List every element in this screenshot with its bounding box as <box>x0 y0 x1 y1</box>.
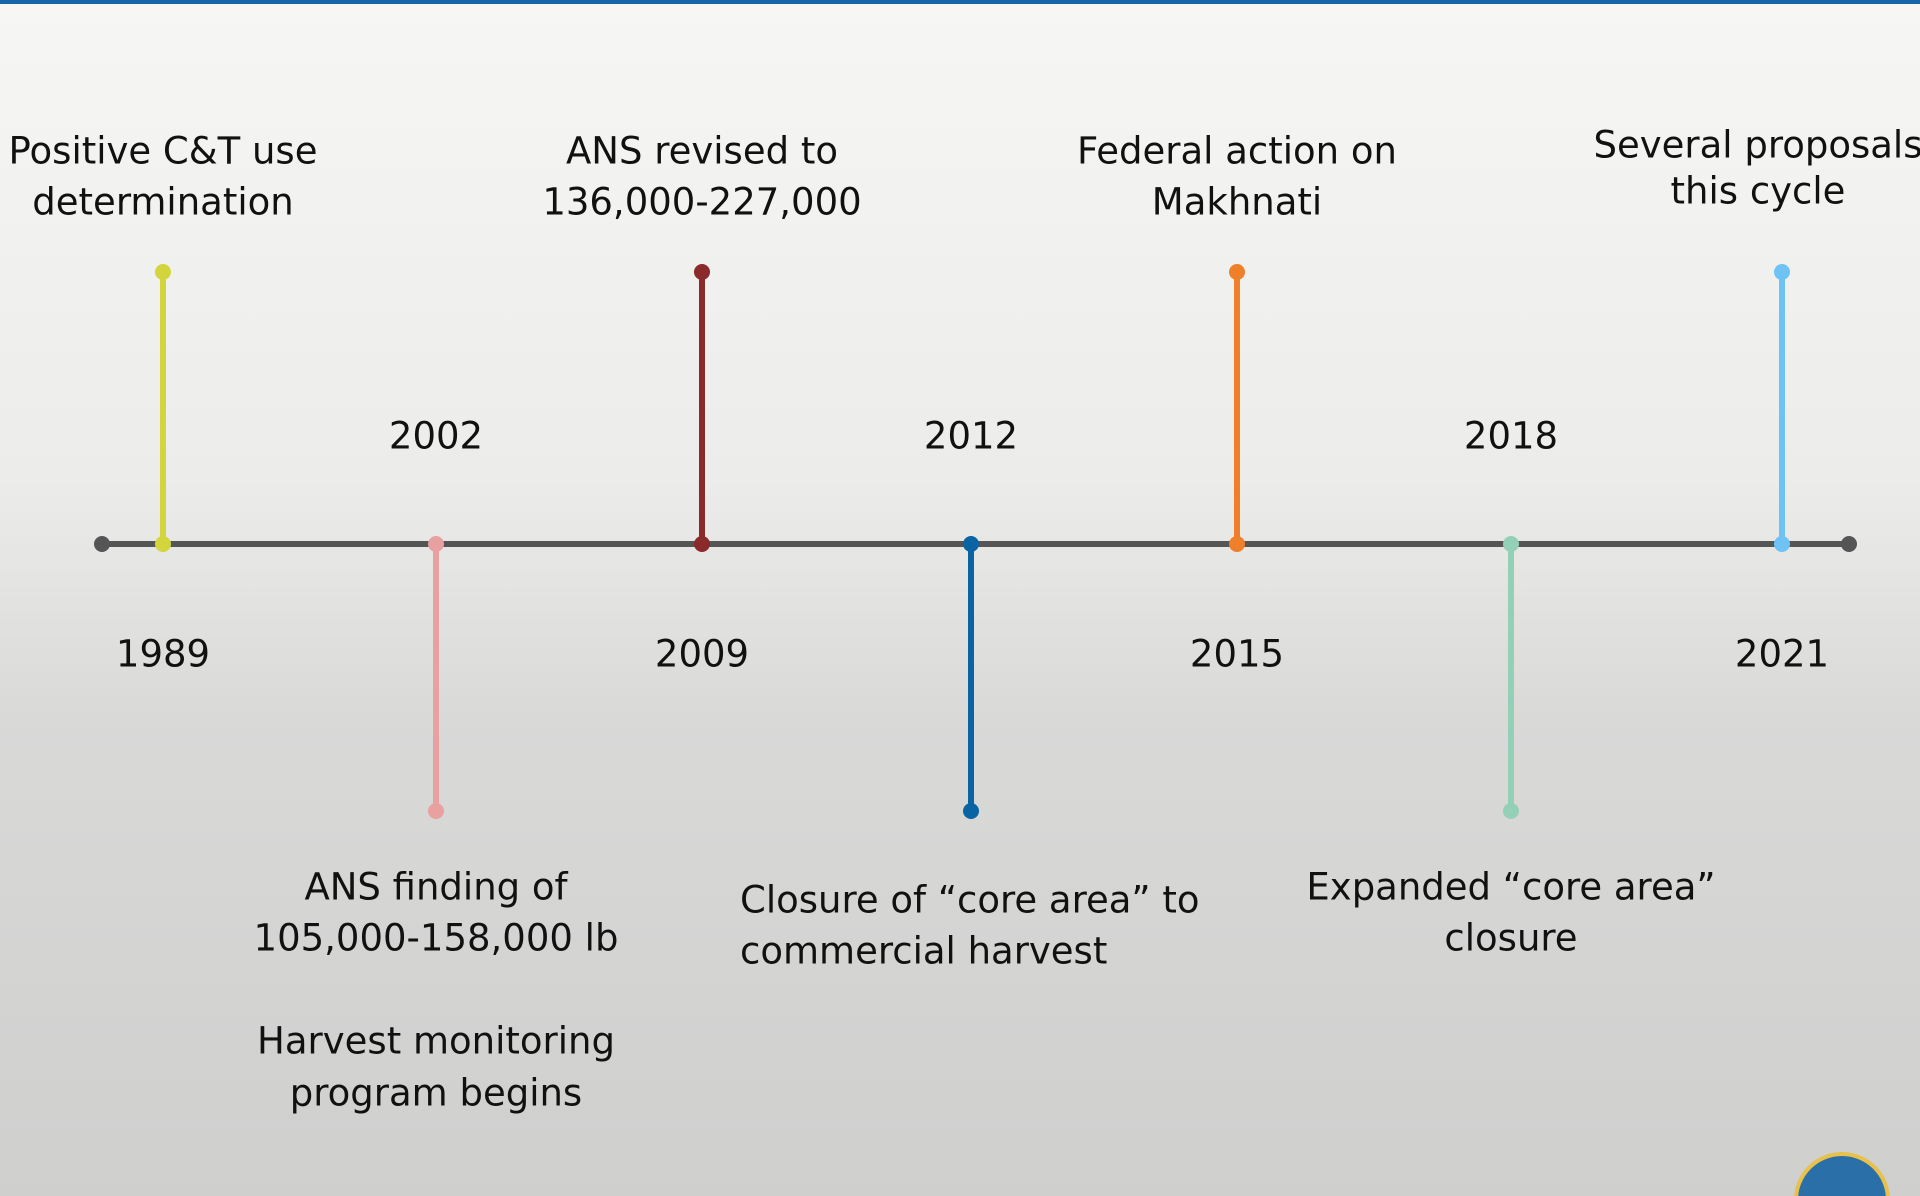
event-dot <box>428 803 444 819</box>
event-dot <box>155 536 171 552</box>
event-label: Makhnati <box>1152 181 1322 224</box>
event-label: Federal action on <box>1077 130 1397 173</box>
top-bar <box>0 0 1920 4</box>
event-year: 2009 <box>655 633 749 676</box>
event-dot <box>1229 264 1245 280</box>
event-dot <box>963 536 979 552</box>
logo <box>1794 1152 1890 1196</box>
event-label: closure <box>1444 917 1577 960</box>
event-label: 136,000-227,000 <box>542 181 861 224</box>
event-label: 105,000-158,000 lb <box>254 917 619 960</box>
event-label: Expanded “core area” <box>1306 866 1715 909</box>
event-dot <box>963 803 979 819</box>
event-label: ANS finding of <box>304 866 568 909</box>
event-label: Positive C&T use <box>9 130 318 173</box>
event-dot <box>1503 536 1519 552</box>
event-dot <box>694 536 710 552</box>
event-label: this cycle <box>1671 170 1846 213</box>
event-dot <box>1774 264 1790 280</box>
event-dot <box>1774 536 1790 552</box>
event-label: Closure of “core area” to <box>740 879 1199 922</box>
event-note: Harvest monitoring <box>257 1020 615 1063</box>
event-dot <box>1229 536 1245 552</box>
axis-end <box>94 536 110 552</box>
event-dot <box>694 264 710 280</box>
axis-end <box>1841 536 1857 552</box>
event-year: 2012 <box>924 415 1018 458</box>
event-year: 2021 <box>1735 633 1829 676</box>
event-label: Several proposals <box>1594 124 1920 167</box>
event-label: commercial harvest <box>740 930 1107 973</box>
event-year: 1989 <box>116 633 210 676</box>
event-dot <box>1503 803 1519 819</box>
event-label: ANS revised to <box>566 130 838 173</box>
event-year: 2015 <box>1190 633 1284 676</box>
event-dot <box>155 264 171 280</box>
event-label: determination <box>32 181 293 224</box>
event-dot <box>428 536 444 552</box>
event-year: 2018 <box>1464 415 1558 458</box>
event-year: 2002 <box>389 415 483 458</box>
event-note: program begins <box>290 1072 582 1115</box>
